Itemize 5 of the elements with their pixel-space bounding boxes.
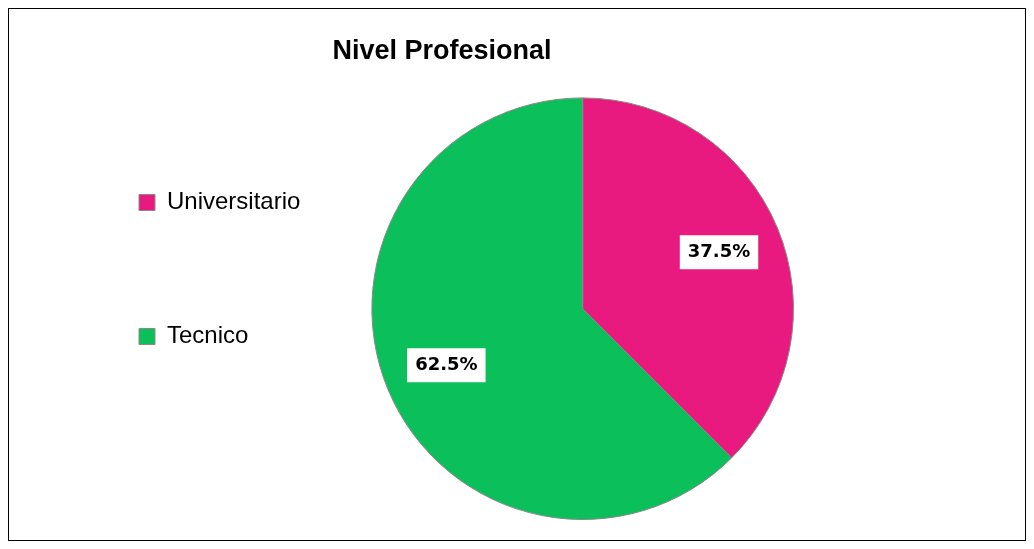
data-label: 37.5%	[687, 239, 751, 261]
data-label: 62.5%	[415, 352, 478, 374]
legend-label: Universitario	[167, 187, 301, 215]
chart-title: Nivel Profesional	[332, 34, 552, 65]
legend-label: Tecnico	[167, 321, 249, 349]
